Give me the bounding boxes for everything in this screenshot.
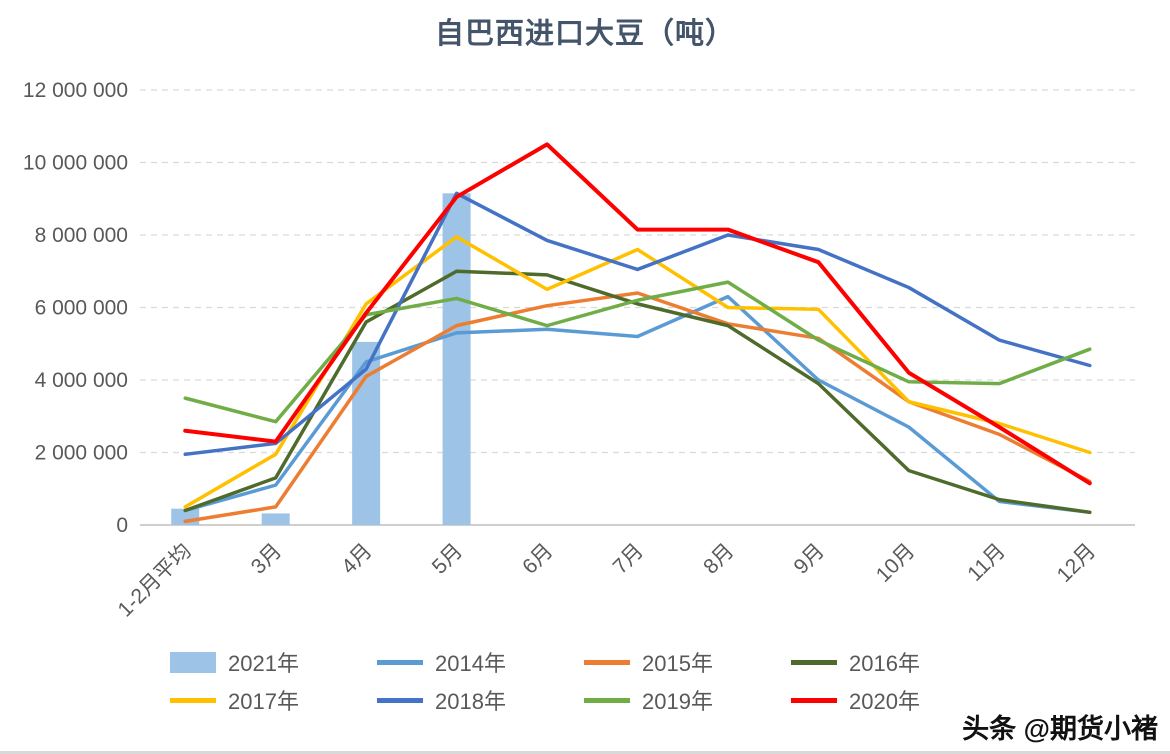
legend-label: 2019年 [642,689,713,714]
legend-item-2014年: 2014年 [377,643,584,681]
legend-label: 2021年 [228,651,299,676]
legend-swatch-2021年 [170,651,216,673]
legend-label: 2020年 [849,689,920,714]
bottom-divider [0,751,1170,754]
x-tick-label: 11月 [963,539,1010,586]
series-line-2020年 [183,142,1092,486]
y-tick-label: 8 000 000 [35,224,128,247]
y-tick-label: 2 000 000 [35,442,128,465]
series-line-2016年 [183,269,1092,515]
legend-label: 2017年 [228,689,299,714]
legend-swatch-2015年 [584,659,630,665]
series-line-2018年 [183,191,1092,457]
legend-swatch-2017年 [170,697,216,703]
y-tick-label: 6 000 000 [35,297,128,320]
import-soybean-chart: 0 2 000 000 4 000 000 6 000 000 8 000 000 10 … [23,79,1135,622]
legend-label: 2015年 [642,651,713,676]
legend-label: 2016年 [849,651,920,676]
legend-label: 2018年 [435,689,506,714]
legend-item-2017年: 2017年 [170,681,377,719]
x-tick-label: 1-2月平均 [113,539,195,621]
x-tick-label: 3月 [247,539,286,578]
legend-item-2021年: 2021年 [170,643,377,681]
y-tick-label: 12 000 000 [23,79,128,102]
legend-swatch-2019年 [584,697,630,703]
series-line-2014年 [183,294,1092,515]
y-tick-label: 10 000 000 [23,152,128,175]
legend-swatch-2014年 [377,659,423,665]
legend-swatch-2018年 [377,697,423,703]
legend-label: 2014年 [435,651,506,676]
x-tick-label: 5月 [428,539,467,578]
chart-title: 自巴西进口大豆（吨） [434,18,735,50]
x-tick-label: 9月 [790,539,829,578]
watermark: 头条 @期货小褚 [962,714,1158,744]
x-tick-label: 6月 [518,539,557,578]
y-tick-label: 0 [116,514,128,537]
bar-2021年 [261,513,290,525]
chart-legend: 2021年 2014年 2015年 2016年 2017年 2018年 2019年 2020年 [170,643,1000,719]
x-tick-label: 8月 [699,539,738,578]
legend-swatch-2020年 [791,697,837,703]
legend-item-2015年: 2015年 [584,643,791,681]
x-tick-label: 7月 [609,539,648,578]
legend-item-2019年: 2019年 [584,681,791,719]
x-tick-label: 10月 [872,539,920,587]
bar-2021年 [442,193,471,525]
y-tick-label: 4 000 000 [35,369,128,392]
series-line-2015年 [183,291,1092,524]
x-tick-label: 4月 [337,539,376,578]
legend-swatch-2016年 [791,659,837,665]
legend-item-2016年: 2016年 [791,643,998,681]
legend-item-2018年: 2018年 [377,681,584,719]
x-tick-label: 12月 [1053,539,1101,587]
legend-item-2020年: 2020年 [791,681,998,719]
series-line-2019年 [183,280,1092,424]
